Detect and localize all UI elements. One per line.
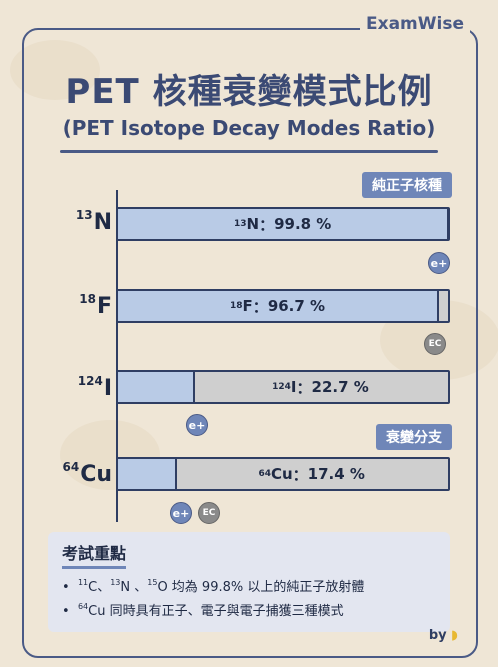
data-label-n13: 13 N： 99.8 % <box>233 215 332 234</box>
chart-frame <box>22 28 478 658</box>
key-point-item: • 11C、13N 、15O 均為 99.8% 以上的純正子放射體 <box>62 578 365 595</box>
tag-branching: 衰變分支 <box>376 424 452 450</box>
positron-drop-icon: e+ <box>428 252 450 274</box>
bar-n13: 13 N： 99.8 % <box>116 207 450 241</box>
ec-drop-icon: EC <box>424 333 446 355</box>
chart-subtitle: (PET Isotope Decay Modes Ratio) <box>62 116 436 140</box>
byline: by ◗ <box>428 628 458 643</box>
bar-i124: 124 I： 22.7 % <box>116 370 450 404</box>
isotope-label-i124: 124I <box>77 374 112 401</box>
bar-fill-positron <box>118 291 440 321</box>
title-underline <box>60 150 438 153</box>
key-points-title: 考試重點 <box>62 540 127 569</box>
banana-icon: ◗ <box>451 628 458 643</box>
key-points-box: 考試重點 • 11C、13N 、15O 均為 99.8% 以上的純正子放射體 •… <box>48 532 450 632</box>
positron-drop-icon: e+ <box>170 502 192 524</box>
data-label-cu64: 64 Cu： 17.4 % <box>258 465 365 484</box>
bar-f18: 18 F： 96.7 % <box>116 289 450 323</box>
isotope-label-n13: 13N <box>75 208 112 235</box>
tag-pure-positron: 純正子核種 <box>362 172 452 198</box>
brand-logo: ExamWise <box>360 14 470 34</box>
paper-texture <box>10 40 100 100</box>
bar-cu64: 64 Cu： 17.4 % <box>116 457 450 491</box>
data-label-i124: 124 I： 22.7 % <box>272 378 369 397</box>
bar-fill-positron <box>118 209 448 239</box>
y-axis-line <box>116 190 118 522</box>
positron-drop-icon: e+ <box>186 414 208 436</box>
bar-fill-positron <box>118 459 178 489</box>
bar-fill-positron <box>118 372 195 402</box>
isotope-label-f18: 18F <box>79 292 112 319</box>
data-label-f18: 18 F： 96.7 % <box>230 297 326 316</box>
chart-title: PET 核種衰變模式比例 <box>65 72 433 112</box>
key-point-item: • 64Cu 同時具有正子、電子與電子捕獲三種模式 <box>62 602 344 619</box>
isotope-label-cu64: 64Cu <box>62 460 112 487</box>
ec-drop-icon: EC <box>198 502 220 524</box>
